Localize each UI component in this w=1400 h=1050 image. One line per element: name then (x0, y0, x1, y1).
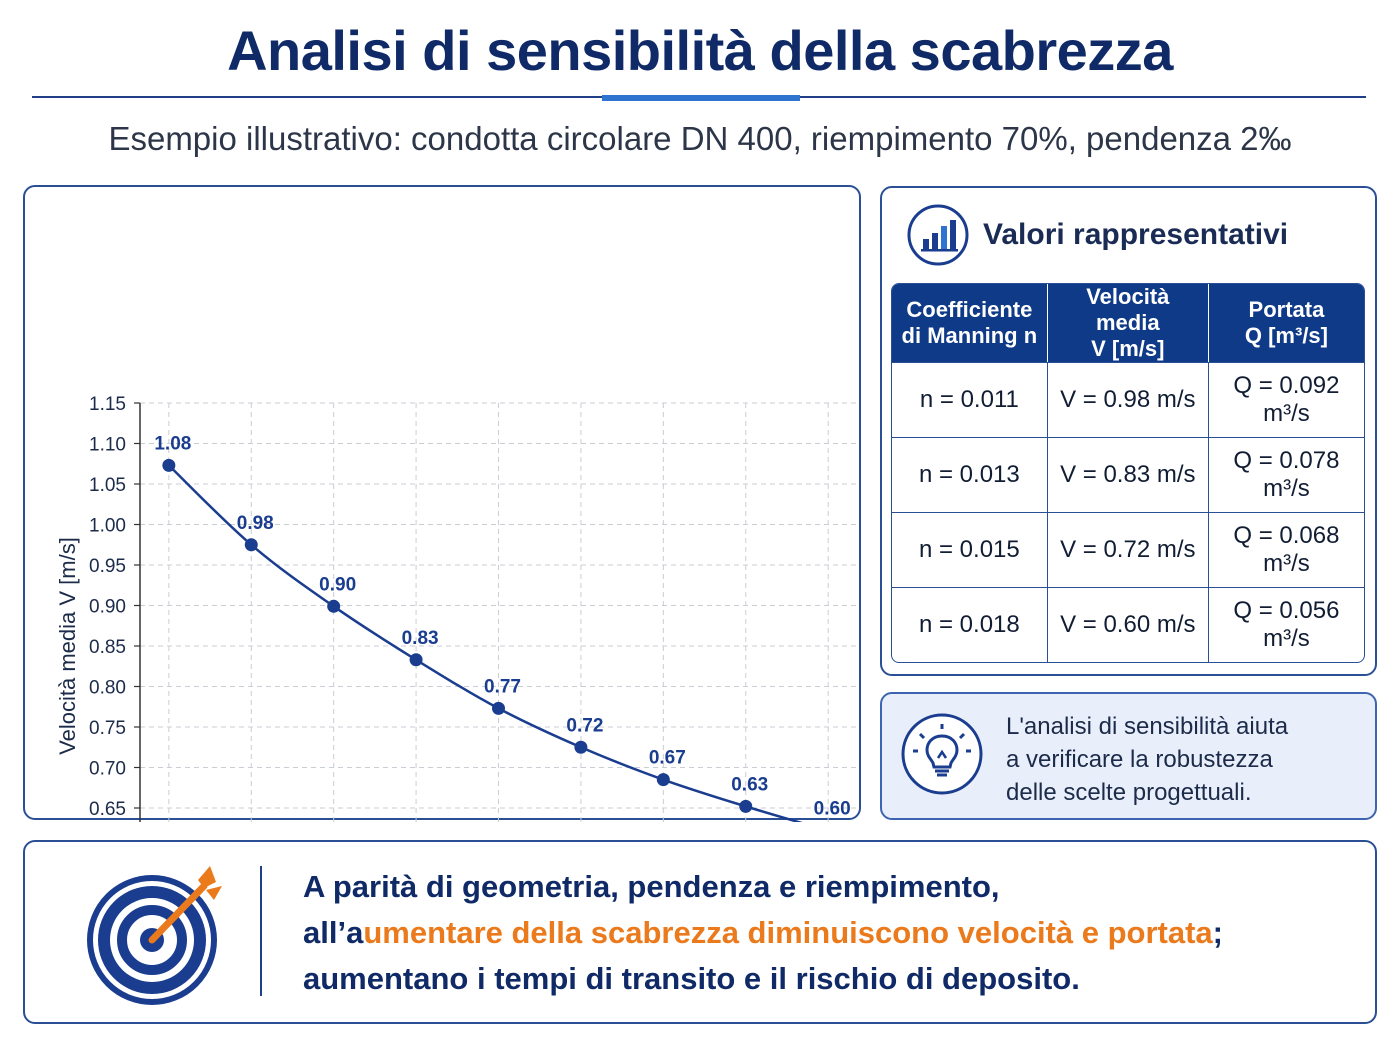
data-label: 1.08 (154, 433, 191, 454)
y-axis-label: Velocità media V [m/s] (55, 537, 80, 755)
table-cell: Q = 0.092 m³/s (1208, 362, 1364, 437)
header-flow-line1: Portata (1248, 297, 1325, 322)
data-point (162, 458, 176, 472)
data-label: 0.63 (731, 774, 768, 795)
table-row: n = 0.015 V = 0.72 m/s Q = 0.068 m³/s (892, 512, 1364, 587)
header-velocity-line1: Velocità media (1086, 284, 1170, 335)
y-tick-label: 1.10 (89, 435, 126, 456)
table-cell: V = 0.72 m/s (1047, 512, 1209, 587)
conclusion-line-2-pre: all’a (303, 915, 364, 950)
conclusion-line-3: aumentano i tempi di transito e il risch… (303, 961, 1080, 996)
note-line-1: L'analisi di sensibilità aiuta (1006, 713, 1289, 740)
conclusion-line-2: all’aumentare della scabrezza diminuisco… (303, 910, 1363, 956)
values-table: Coefficiente di Manning n Velocità media… (891, 283, 1365, 663)
table-row: n = 0.018 V = 0.60 m/s Q = 0.056 m³/s (892, 587, 1364, 662)
note-line-2: a verificare la robustezza (1006, 746, 1273, 773)
table-cell: n = 0.018 (892, 587, 1048, 662)
table-header-row: Coefficiente di Manning n Velocità media… (892, 284, 1364, 362)
data-point (656, 773, 670, 787)
target-icon (86, 858, 226, 1008)
y-tick-label: 1.00 (89, 516, 126, 537)
data-point (739, 799, 753, 813)
table-row: n = 0.011 V = 0.98 m/s Q = 0.092 m³/s (892, 362, 1364, 437)
data-label: 0.83 (402, 628, 439, 649)
conclusion-divider (260, 866, 262, 996)
header-manning-line2: di Manning n (901, 323, 1038, 348)
data-label: 0.67 (649, 748, 686, 769)
y-tick-label: 0.80 (89, 678, 126, 699)
table-cell: Q = 0.068 m³/s (1208, 512, 1364, 587)
data-label: 0.98 (237, 513, 274, 534)
bar-chart-icon (906, 203, 970, 267)
y-tick-label: 1.15 (89, 394, 126, 415)
conclusion-panel (23, 840, 1377, 1024)
note-text: L'analisi di sensibilità aiuta a verific… (1006, 710, 1356, 809)
conclusion-line-2-post: ; (1212, 915, 1223, 950)
header-manning-line1: Coefficiente (906, 297, 1033, 322)
data-point (244, 538, 258, 552)
y-tick-label: 0.70 (89, 759, 126, 780)
data-point (409, 653, 423, 667)
conclusion-text: A parità di geometria, pendenza e riempi… (303, 864, 1363, 1002)
table-cell: Q = 0.078 m³/s (1208, 437, 1364, 512)
y-tick-label: 1.05 (89, 475, 126, 496)
header-velocity: Velocità media V [m/s] (1047, 284, 1209, 362)
table-cell: V = 0.98 m/s (1047, 362, 1209, 437)
table-cell: n = 0.015 (892, 512, 1048, 587)
table-title: Valori rappresentativi (983, 218, 1289, 251)
table-cell: V = 0.83 m/s (1047, 437, 1209, 512)
lightbulb-icon (900, 712, 984, 796)
y-tick-label: 0.65 (89, 799, 126, 820)
table-panel (880, 186, 1377, 676)
note-panel (880, 692, 1377, 820)
conclusion-highlight: umentare della scabrezza diminuiscono ve… (363, 915, 1213, 950)
data-point (327, 599, 341, 613)
chart-panel: 0.550.650.700.750.800.850.900.951.001.05… (23, 185, 861, 822)
header-flow-line2: Q [m³/s] (1244, 323, 1328, 348)
velocity-chart: 0.550.650.700.750.800.850.900.951.001.05… (55, 394, 857, 822)
page-title: Analisi di sensibilità della scabrezza (227, 19, 1173, 82)
header-flow: Portata Q [m³/s] (1208, 284, 1364, 362)
title-accent-bar (602, 95, 800, 101)
note-line-3: delle scelte progettuali. (1006, 779, 1252, 806)
table-row: n = 0.013 V = 0.83 m/s Q = 0.078 m³/s (892, 437, 1364, 512)
table-cell: Q = 0.056 m³/s (1208, 587, 1364, 662)
data-label: 0.60 (814, 799, 851, 820)
data-point (574, 740, 588, 754)
page-subtitle: Esempio illustrativo: condotta circolare… (108, 120, 1292, 157)
data-label: 0.72 (566, 715, 603, 736)
header-velocity-line2: V [m/s] (1091, 336, 1165, 361)
data-label: 0.77 (484, 676, 521, 697)
y-tick-label: 0.90 (89, 597, 126, 618)
table-cell: n = 0.011 (892, 362, 1048, 437)
y-tick-label: 0.85 (89, 637, 126, 658)
conclusion-line-1: A parità di geometria, pendenza e riempi… (303, 869, 1000, 904)
header-manning: Coefficiente di Manning n (892, 284, 1048, 362)
y-tick-label: 0.95 (89, 556, 126, 577)
y-tick-label: 0.75 (89, 718, 126, 739)
data-label: 0.90 (319, 574, 356, 595)
table-cell: n = 0.013 (892, 437, 1048, 512)
table-cell: V = 0.60 m/s (1047, 587, 1209, 662)
data-point (492, 701, 505, 715)
